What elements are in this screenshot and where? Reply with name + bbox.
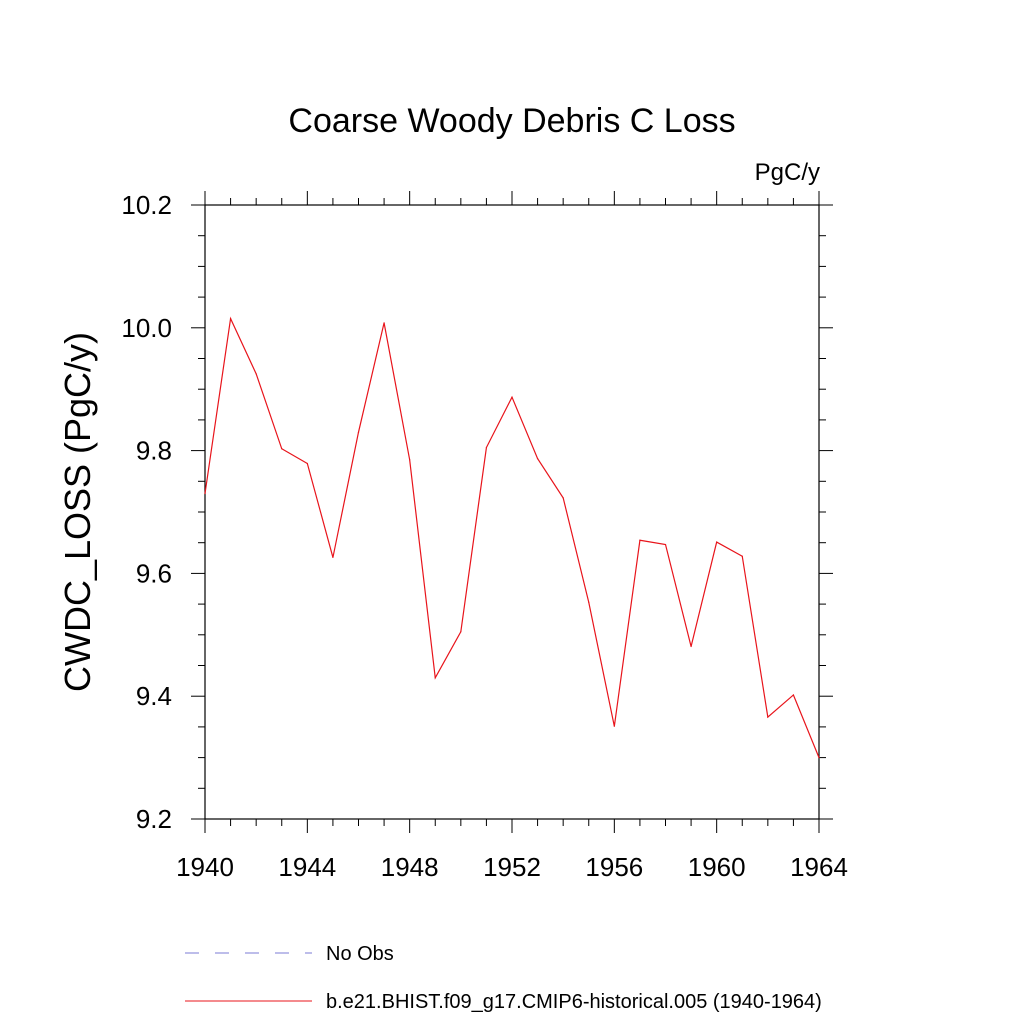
data-point <box>485 446 488 449</box>
x-tick-label: 1952 <box>483 852 541 882</box>
y-tick-label: 9.2 <box>136 804 172 834</box>
legend-label: No Obs <box>326 943 394 965</box>
data-point <box>229 317 232 320</box>
data-point <box>383 322 385 324</box>
data-point <box>409 459 411 461</box>
data-point <box>690 645 692 648</box>
y-tick-label: 9.4 <box>136 681 172 711</box>
data-point <box>741 555 743 557</box>
x-tick-label: 1948 <box>381 852 439 882</box>
data-point <box>357 431 360 433</box>
data-point <box>792 694 795 696</box>
data-point <box>204 492 206 495</box>
axes: 1940 1944 1948 1952 1956 1960 1964 9.2 9.4 9.6 9.8… <box>121 190 848 882</box>
x-tick-label: 1960 <box>688 852 746 882</box>
data-point <box>767 716 769 718</box>
y-tick-label: 10.2 <box>121 190 172 220</box>
data-point <box>613 725 615 727</box>
data-point <box>460 631 462 633</box>
data-point <box>306 462 308 465</box>
data-point <box>434 677 436 679</box>
data-point <box>511 396 513 398</box>
series-layer <box>204 316 820 759</box>
data-point <box>818 757 820 759</box>
data-point <box>536 457 539 460</box>
y-tick-label: 9.6 <box>136 558 172 588</box>
data-point <box>255 373 257 375</box>
data-point <box>716 541 718 543</box>
plot-frame <box>204 204 820 820</box>
y-tick-label: 10.0 <box>121 313 172 343</box>
x-tick-label: 1944 <box>278 852 336 882</box>
data-point <box>562 497 564 499</box>
series-line <box>204 316 820 758</box>
chart-title: Coarse Woody Debris C Loss <box>288 102 735 140</box>
data-point <box>664 543 667 546</box>
x-tick-label: 1956 <box>585 852 643 882</box>
y-axis-label: CWDC_LOSS (PgC/y) <box>57 332 98 692</box>
x-tick-label: 1940 <box>176 852 234 882</box>
y-tick-label: 9.8 <box>136 436 172 466</box>
data-point <box>639 539 641 541</box>
legend: No Obs b.e21.BHIST.f09_g17.CMIP6-historic… <box>185 943 822 1013</box>
data-point <box>332 556 334 559</box>
data-point <box>588 601 590 603</box>
x-tick-label: 1964 <box>790 852 848 882</box>
legend-label: b.e21.BHIST.f09_g17.CMIP6-historical.005… <box>326 991 822 1013</box>
units-label: PgC/y <box>755 159 820 186</box>
data-point <box>281 448 283 450</box>
